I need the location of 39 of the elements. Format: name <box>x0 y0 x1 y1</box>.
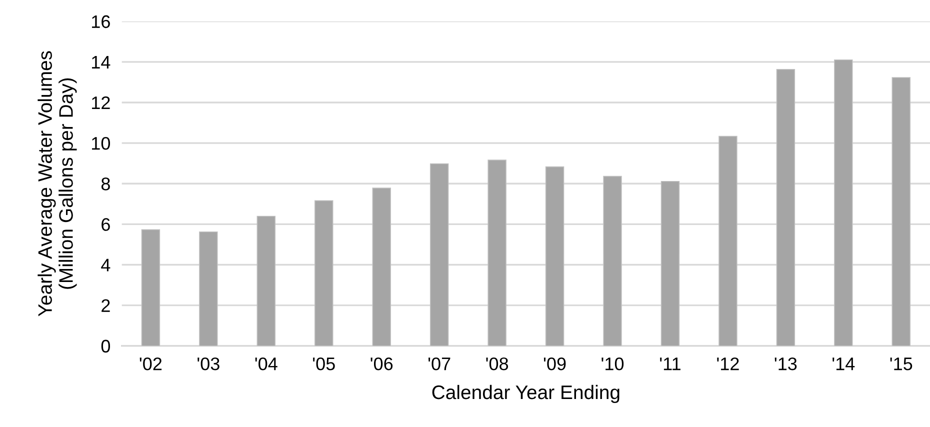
x-tick-label: '10 <box>602 357 624 370</box>
y-tick-label: 16 <box>92 15 110 28</box>
x-tick-label: '06 <box>370 357 393 370</box>
y-tick-label: 2 <box>102 299 110 312</box>
y-tick-label: 8 <box>101 178 110 190</box>
x-axis-title: Calendar Year Ending <box>432 384 620 404</box>
bar <box>141 229 160 346</box>
x-tick-label: '11 <box>660 358 680 370</box>
x-tick-label: '03 <box>198 357 220 370</box>
bar <box>718 136 738 346</box>
x-tick-label: '08 <box>486 357 508 370</box>
y-tick-label: 14 <box>92 56 110 68</box>
bar <box>776 69 796 346</box>
x-tick-label: '13 <box>774 357 797 370</box>
bar <box>199 231 218 346</box>
bar <box>892 77 911 346</box>
bar <box>603 176 622 346</box>
bar <box>545 166 564 346</box>
y-tick-label: 6 <box>102 218 110 231</box>
x-tick-label: '07 <box>428 357 450 370</box>
y-axis-title: Yearly Average Water Volumes (Million Gallons per Day) <box>38 51 77 316</box>
x-tick-label: '15 <box>890 358 912 370</box>
x-tick-label: '12 <box>717 357 739 370</box>
y-tick-label: 10 <box>92 136 110 150</box>
bar <box>314 200 334 346</box>
x-tick-label: '09 <box>544 357 566 370</box>
x-tick-label: '02 <box>140 357 162 370</box>
x-tick-label: '14 <box>832 358 855 370</box>
bar <box>372 188 391 346</box>
bar <box>834 59 853 346</box>
y-tick-label: 0 <box>101 340 110 353</box>
bar <box>660 180 680 346</box>
y-tick-label: 12 <box>92 96 110 110</box>
x-tick-label: '04 <box>255 357 278 370</box>
x-tick-label: '05 <box>313 357 335 370</box>
bar <box>256 216 276 346</box>
bar <box>488 160 506 346</box>
y-tick-label: 4 <box>101 258 110 272</box>
bar <box>430 163 449 346</box>
